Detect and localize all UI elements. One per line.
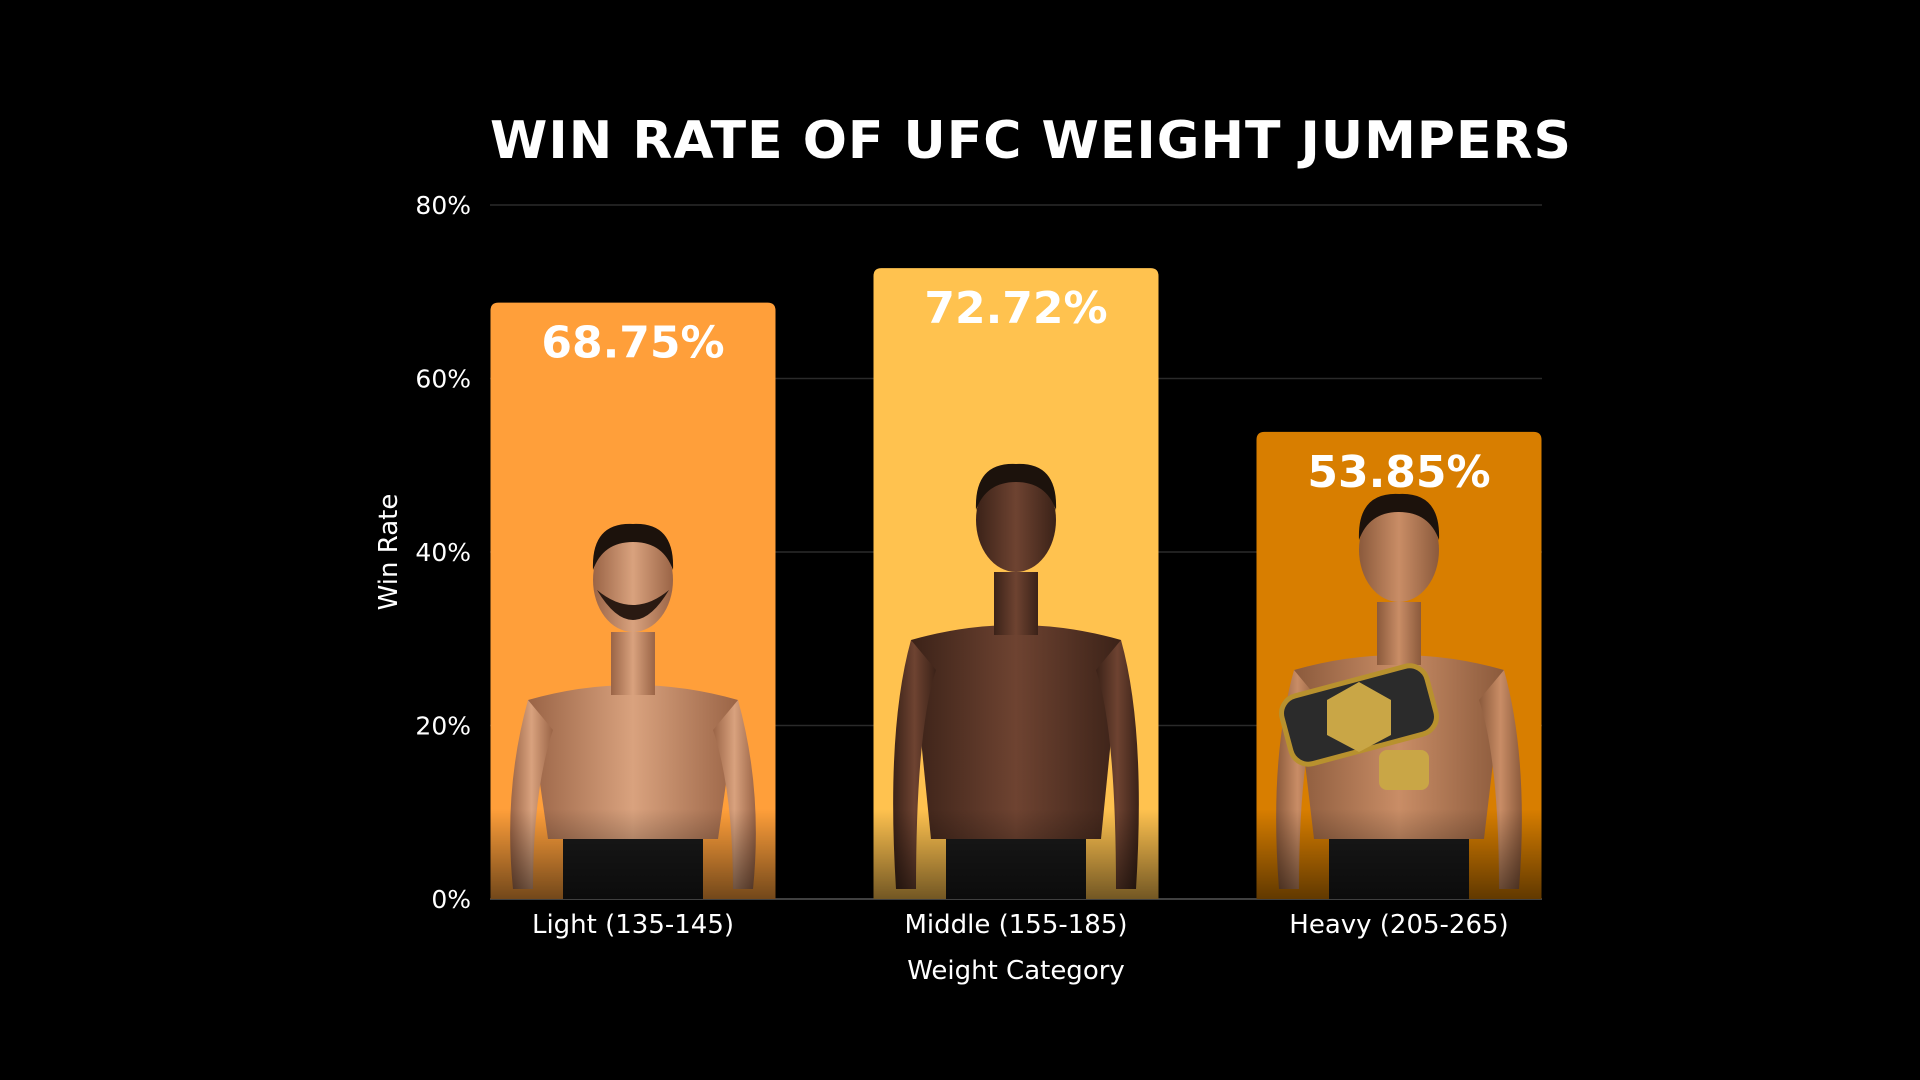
fighter-head [1359,498,1439,602]
bars: 68.75% 72.72% 53.85% [490,268,1542,899]
bar-group: 68.75% [490,302,776,899]
bar-shade [873,809,1159,899]
fighter-torso [528,685,738,839]
y-tick-label: 20% [415,712,471,741]
y-tick-label: 80% [415,191,471,220]
y-tick-label: 60% [415,365,471,394]
fighter-hair [592,523,674,570]
fighter-neck [611,632,655,695]
bar-group: 72.72% [873,268,1159,899]
x-axis-labels: Light (135-145) Middle (155-185) Heavy (20… [532,910,1509,940]
fighter-torso [911,625,1121,839]
y-tick-label: 40% [415,538,471,567]
y-axis-ticks: 0% 20% 40% 60% 80% [415,191,471,914]
fighter-head [976,468,1056,572]
bar-shade [1256,809,1542,899]
fighter-neck [994,572,1038,635]
x-axis-title: Weight Category [907,956,1125,986]
data-label: 53.85% [1307,447,1490,498]
x-tick-label: Heavy (205-265) [1289,910,1508,940]
chart-title: WIN RATE OF UFC WEIGHT JUMPERS [490,111,1572,171]
data-label: 68.75% [541,318,724,369]
fighter-neck [1377,602,1421,665]
fighter-hair [975,463,1057,510]
fighter-hair [1358,493,1440,540]
y-tick-label: 0% [431,885,471,914]
bar-shade [490,809,776,899]
belt-plate [1327,682,1391,752]
data-label: 72.72% [924,283,1107,334]
glove-icon [1379,750,1429,790]
x-tick-label: Middle (155-185) [904,910,1127,940]
x-tick-label: Light (135-145) [532,910,734,940]
bar-group: 53.85% [1256,431,1542,899]
y-axis-title: Win Rate [374,494,404,611]
fighter-beard [597,590,669,620]
